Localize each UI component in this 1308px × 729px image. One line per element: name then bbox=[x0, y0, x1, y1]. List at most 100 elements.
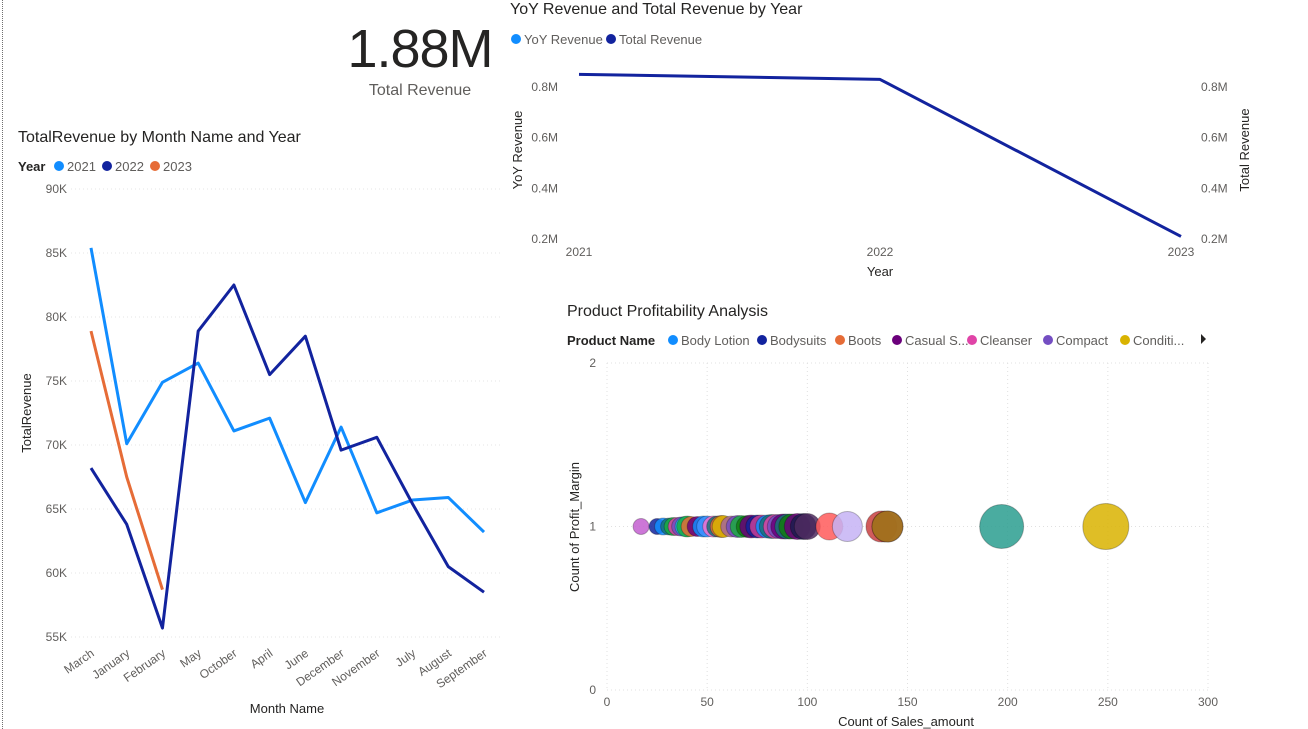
scatter-point bbox=[766, 514, 792, 539]
x-axis-title: Count of Sales_amount bbox=[838, 714, 974, 729]
scatter-point bbox=[660, 517, 679, 536]
scatter-point bbox=[706, 515, 729, 538]
y-tick-label: 55K bbox=[46, 630, 67, 644]
y-tick-label: 75K bbox=[46, 374, 67, 388]
chart-legend[interactable]: Product Name Body Lotion Bodysuits Boots Ca… bbox=[567, 333, 1184, 348]
legend-item-2022[interactable]: 2022 bbox=[115, 159, 144, 174]
x-tick-label: 250 bbox=[1098, 695, 1118, 709]
y-tick-label: 70K bbox=[46, 438, 67, 452]
legend-item[interactable]: Casual S... bbox=[905, 333, 969, 348]
scatter-point bbox=[729, 515, 753, 538]
x-tick-label: May bbox=[177, 646, 204, 670]
legend-item-2021[interactable]: 2021 bbox=[67, 159, 96, 174]
scatter-point bbox=[709, 515, 733, 538]
legend-swatch-2021 bbox=[54, 161, 64, 171]
chart-legend[interactable]: Year 2021 2022 2023 bbox=[18, 159, 192, 174]
legend-title: Year bbox=[18, 159, 45, 174]
scatter-point bbox=[720, 515, 743, 538]
y-tick-label: 0.8M bbox=[531, 80, 558, 94]
legend-next-arrow-icon[interactable] bbox=[1201, 334, 1206, 344]
series-line-2022 bbox=[89, 283, 485, 630]
legend-item-2023[interactable]: 2023 bbox=[163, 159, 192, 174]
x-tick-label: 50 bbox=[700, 695, 714, 709]
legend-item-total-revenue[interactable]: Total Revenue bbox=[619, 32, 702, 47]
x-tick-label: 300 bbox=[1198, 695, 1218, 709]
y-tick-label: 65K bbox=[46, 502, 67, 516]
legend-swatch bbox=[835, 335, 845, 345]
legend-swatch bbox=[967, 335, 977, 345]
x-tick-label: 2022 bbox=[867, 245, 894, 259]
legend-swatch bbox=[1043, 335, 1053, 345]
scatter-point bbox=[762, 514, 788, 539]
series-line-2021 bbox=[89, 247, 486, 534]
scatter-point bbox=[871, 510, 904, 543]
scatter-point bbox=[745, 514, 770, 539]
month-revenue-line-chart[interactable]: TotalRevenue by Month Name and Year Year… bbox=[0, 0, 500, 729]
series-lines bbox=[89, 247, 486, 630]
legend-item-yoy-revenue[interactable]: YoY Revenue bbox=[524, 32, 603, 47]
y-axis-title: TotalRevenue bbox=[19, 373, 34, 453]
legend-item[interactable]: Cleanser bbox=[980, 333, 1033, 348]
scatter-point bbox=[770, 513, 797, 540]
x-axis-title: Year bbox=[867, 264, 894, 279]
total-revenue-card-label: Total Revenue bbox=[368, 82, 472, 99]
legend-item[interactable]: Body Lotion bbox=[681, 333, 750, 348]
legend-item[interactable]: Bodysuits bbox=[770, 333, 827, 348]
legend-swatch bbox=[668, 335, 678, 345]
legend-swatch-2023 bbox=[150, 161, 160, 171]
scatter-point bbox=[1082, 503, 1130, 550]
page-border bbox=[2, 0, 3, 729]
scatter-point bbox=[774, 513, 801, 540]
y-tick-label: 0.4M bbox=[531, 181, 558, 195]
scatter-point bbox=[778, 513, 805, 540]
y-tick-label: 80K bbox=[46, 310, 67, 324]
y-axis-tick-labels: 55K 60K 65K 70K 75K 80K 85K 90K bbox=[46, 182, 67, 644]
y-tick-label: 0 bbox=[589, 683, 596, 697]
legend-title: Product Name bbox=[567, 333, 655, 348]
scatter-point bbox=[648, 518, 666, 535]
y-tick-label: 90K bbox=[46, 182, 67, 196]
legend-swatch bbox=[892, 335, 902, 345]
legend-item[interactable]: Compact bbox=[1056, 333, 1108, 348]
scatter-point bbox=[725, 515, 749, 538]
y-axis-tick-labels: 0 1 2 bbox=[589, 356, 596, 697]
x-axis-title: Month Name bbox=[250, 701, 324, 716]
x-tick-label: 2021 bbox=[566, 245, 593, 259]
scatter-points bbox=[632, 503, 1130, 550]
y-axis-title: YoY Revenue bbox=[510, 111, 525, 190]
scatter-point bbox=[979, 504, 1025, 549]
x-tick-label: July bbox=[393, 646, 419, 670]
scatter-point bbox=[755, 514, 780, 539]
scatter-point bbox=[749, 514, 774, 539]
x-tick-label: 150 bbox=[897, 695, 917, 709]
legend-item[interactable]: Boots bbox=[848, 333, 882, 348]
scatter-point bbox=[674, 516, 696, 537]
y-tick-label: 0.2M bbox=[531, 232, 558, 246]
y-tick-label: 85K bbox=[46, 246, 67, 260]
y-tick-label: 0.6M bbox=[531, 131, 558, 145]
gridlines bbox=[606, 362, 1209, 691]
legend-swatch-2022 bbox=[102, 161, 112, 171]
total-revenue-card-value: 1.88M bbox=[347, 19, 493, 79]
y-axis-title: Count of Profit_Margin bbox=[567, 462, 582, 592]
legend-item[interactable]: Conditi... bbox=[1133, 333, 1184, 348]
y-tick-label: 2 bbox=[589, 356, 596, 370]
chart-title: TotalRevenue by Month Name and Year bbox=[18, 129, 302, 146]
series-line-total-revenue bbox=[578, 72, 1182, 238]
scatter-point bbox=[663, 517, 683, 536]
scatter-point bbox=[702, 515, 725, 538]
secondary-y-tick-label: 0.6M bbox=[1201, 131, 1228, 145]
scatter-point bbox=[758, 514, 784, 539]
x-axis-tick-labels: 0 50 100 150 200 250 300 bbox=[604, 695, 1219, 709]
secondary-y-tick-label: 0.2M bbox=[1201, 232, 1228, 246]
secondary-y-axis-title: Total Revenue bbox=[1237, 108, 1252, 191]
legend-swatch-yoy-revenue bbox=[511, 34, 521, 44]
scatter-point bbox=[739, 514, 764, 539]
x-axis-tick-labels: 2021 2022 2023 bbox=[566, 245, 1195, 259]
x-tick-label: October bbox=[197, 646, 240, 682]
scatter-point bbox=[696, 515, 719, 538]
chart-legend[interactable]: YoY Revenue Total Revenue bbox=[511, 32, 702, 47]
scatter-point bbox=[671, 516, 692, 537]
x-tick-label: April bbox=[248, 646, 276, 671]
